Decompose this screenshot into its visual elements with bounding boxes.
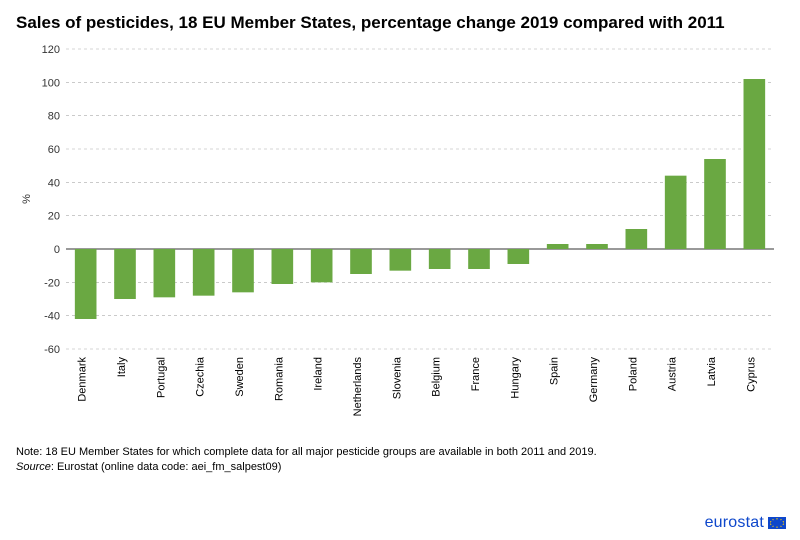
bar — [272, 249, 294, 284]
x-axis-label: Romania — [273, 356, 285, 401]
eu-flag-icon — [768, 517, 786, 529]
source-prefix: Source — [16, 461, 51, 473]
eurostat-logo: eurostat — [705, 514, 786, 532]
svg-text:-60: -60 — [44, 344, 60, 356]
x-axis-label: Italy — [116, 357, 128, 378]
svg-text:80: 80 — [48, 111, 60, 123]
footnote-note: Note: 18 EU Member States for which comp… — [16, 445, 656, 459]
x-axis-label: Belgium — [431, 357, 443, 397]
chart-svg: -60 -40 -20 0 20 40 60 80 100 120% Denmark Italy Por… — [16, 39, 784, 439]
svg-text:60: 60 — [48, 144, 60, 156]
x-axis-label: Austria — [667, 356, 679, 391]
bar — [114, 249, 136, 299]
svg-text:0: 0 — [54, 244, 60, 256]
chart-container: Sales of pesticides, 18 EU Member States… — [0, 0, 800, 540]
x-axis-label: Netherlands — [352, 357, 364, 417]
bar — [626, 229, 648, 249]
bar — [586, 244, 608, 249]
footnote-source: Source: Eurostat (online data code: aei_… — [16, 460, 656, 474]
bar — [232, 249, 254, 292]
svg-text:100: 100 — [42, 78, 60, 90]
bar — [508, 249, 530, 264]
svg-text:%: % — [21, 194, 33, 204]
x-axis-label: Denmark — [77, 357, 89, 402]
chart-title: Sales of pesticides, 18 EU Member States… — [16, 12, 784, 33]
svg-text:-40: -40 — [44, 311, 60, 323]
chart-plot: -60 -40 -20 0 20 40 60 80 100 120% Denmark Italy Por… — [16, 39, 784, 439]
bar — [390, 249, 412, 271]
svg-text:120: 120 — [42, 44, 60, 56]
chart-footnotes: Note: 18 EU Member States for which comp… — [16, 445, 656, 474]
bar — [193, 249, 215, 296]
bar — [665, 176, 687, 249]
bar — [311, 249, 333, 282]
logo-text: eurostat — [705, 514, 764, 532]
bar — [75, 249, 97, 319]
x-axis-label: Slovenia — [391, 356, 403, 399]
bar — [704, 159, 726, 249]
x-axis-label: Cyprus — [745, 357, 757, 392]
svg-text:40: 40 — [48, 178, 60, 190]
bar — [547, 244, 569, 249]
bar — [350, 249, 372, 274]
x-axis-label: Poland — [627, 357, 639, 391]
x-axis-label: Sweden — [234, 357, 246, 397]
x-axis-label: Portugal — [155, 357, 167, 398]
bar — [468, 249, 490, 269]
x-axis-label: Czechia — [195, 356, 207, 397]
source-text: : Eurostat (online data code: aei_fm_sal… — [51, 461, 282, 473]
svg-text:20: 20 — [48, 211, 60, 223]
x-axis-label: Germany — [588, 357, 600, 403]
bar — [429, 249, 451, 269]
x-axis-label: Hungary — [509, 357, 521, 399]
x-axis-label: Latvia — [706, 356, 718, 386]
svg-text:-20: -20 — [44, 278, 60, 290]
x-axis-label: Spain — [549, 357, 561, 385]
bar — [744, 79, 766, 249]
x-axis-label: France — [470, 357, 482, 391]
bar — [154, 249, 176, 297]
x-axis-label: Ireland — [313, 357, 325, 391]
